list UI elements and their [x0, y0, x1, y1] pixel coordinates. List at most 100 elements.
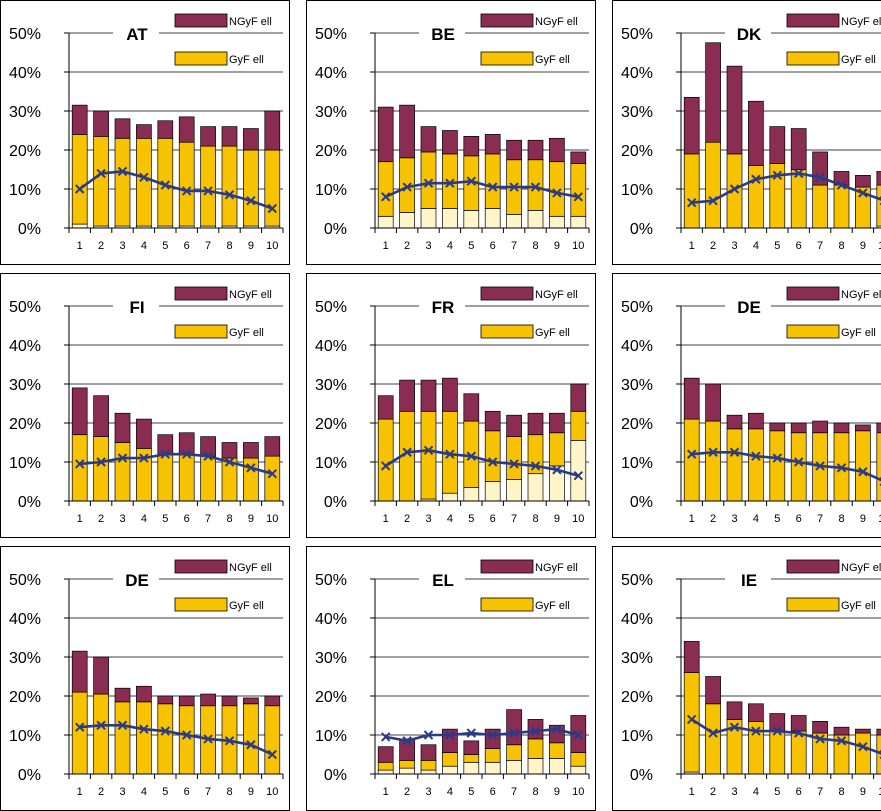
y-tick-label: 30% [315, 377, 347, 394]
bar-base [420, 769, 437, 775]
chart-title: FR [432, 298, 455, 317]
bar-ngyf [178, 695, 195, 707]
bar-ngyf [157, 120, 174, 139]
y-tick-label: 20% [315, 689, 347, 706]
bar-base [399, 212, 415, 229]
bar-ngyf [71, 387, 88, 436]
y-tick-label: 10% [9, 182, 41, 199]
x-tick-label: 9 [554, 786, 560, 798]
chart-svg: 0% 10% 20% 30% 40% 50% 1 2 3 4 5 6 7 8 9 10 BE NGyF ell Gy… [315, 13, 590, 252]
y-tick-label: 0% [18, 494, 41, 511]
line-marker [380, 732, 391, 742]
legend-swatch-ngyf [174, 13, 228, 28]
bar-ngyf [463, 393, 480, 422]
bar-gyf [705, 420, 721, 502]
line-marker [466, 176, 477, 186]
y-tick-label: 30% [315, 104, 347, 121]
y-tick-label: 50% [315, 299, 347, 316]
bar-base [484, 761, 501, 775]
bar-ngyf [570, 151, 587, 164]
bar-ngyf [506, 414, 522, 437]
legend-swatch-ngyf [174, 559, 228, 574]
legend-swatch-ngyf [480, 559, 534, 574]
bar-gyf [157, 703, 174, 775]
legend-label-ngyf: NGyF ell [841, 16, 881, 28]
x-tick-label: 6 [184, 786, 190, 798]
bar-ngyf [264, 436, 281, 457]
x-tick-label: 4 [753, 513, 759, 525]
bar-gyf [264, 149, 281, 227]
x-tick-label: 10 [878, 240, 881, 252]
y-tick-label: 50% [315, 26, 347, 43]
legend-swatch-gyf [480, 51, 534, 66]
line-marker [772, 170, 783, 181]
bar-ngyf [93, 656, 109, 695]
chart-title: BE [431, 25, 455, 44]
title-backdrop [113, 294, 159, 318]
y-tick-label: 40% [621, 338, 653, 355]
x-tick-label: 1 [689, 513, 695, 525]
x-tick-label: 9 [860, 240, 866, 252]
x-tick-label: 9 [248, 513, 254, 525]
bar-gyf [93, 693, 109, 775]
legend-label-gyf: GyF ell [229, 54, 264, 66]
y-tick-label: 50% [621, 299, 653, 316]
bar-gyf [790, 730, 807, 775]
chart-panel: 0% 10% 20% 30% 40% 50% 1 2 3 4 5 6 7 8 9 10 FR NGyF ell Gy… [306, 273, 596, 538]
chart-svg: 0% 10% 20% 30% 40% 50% 1 2 3 4 5 6 7 8 9 10 DE NGyF ell Gy… [9, 559, 284, 798]
x-tick-label: 9 [554, 240, 560, 252]
bar-ngyf [136, 685, 152, 703]
x-tick-label: 6 [184, 240, 190, 252]
line-marker [509, 728, 519, 738]
x-tick-label: 8 [838, 786, 844, 798]
x-tick-label: 8 [226, 513, 232, 525]
bar-gyf [484, 748, 501, 763]
bar-gyf [570, 163, 587, 217]
chart-panel: 0% 10% 20% 30% 40% 50% 1 2 3 4 5 6 7 8 9 10 DE NGyF ell Gy… [0, 546, 290, 811]
bar-gyf [527, 738, 544, 759]
bar-gyf [71, 134, 88, 225]
bar-base [506, 760, 522, 775]
x-tick-label: 6 [184, 513, 190, 525]
bar-ngyf [726, 65, 743, 155]
bar-gyf [243, 457, 259, 502]
x-tick-label: 3 [731, 786, 737, 798]
line-marker [552, 188, 562, 198]
legend-label-ngyf: NGyF ell [229, 289, 272, 301]
bar-gyf [876, 432, 881, 502]
line-marker [117, 453, 128, 463]
line-marker [509, 459, 519, 469]
y-tick-label: 20% [9, 143, 41, 160]
line-marker [686, 449, 697, 459]
bar-ngyf [221, 126, 238, 147]
bar-ngyf [549, 412, 565, 434]
bar-ngyf [506, 139, 522, 161]
bar-base [527, 758, 544, 775]
x-tick-label: 10 [572, 786, 584, 798]
line-marker [815, 461, 825, 471]
bar-gyf [506, 436, 522, 480]
line-marker [74, 722, 85, 732]
y-tick-label: 40% [9, 65, 41, 82]
bar-gyf [527, 159, 544, 211]
legend-swatch-ngyf [786, 13, 840, 28]
bar-base [570, 215, 587, 229]
chart-svg: 0% 10% 20% 30% 40% 50% 1 2 3 4 5 6 7 8 9 10 FI NGyF ell Gy… [9, 286, 284, 525]
legend-label-gyf: GyF ell [229, 327, 264, 339]
x-tick-label: 4 [447, 786, 453, 798]
y-tick-label: 50% [621, 572, 653, 589]
y-tick-label: 40% [9, 611, 41, 628]
line-marker [139, 172, 149, 183]
x-tick-label: 7 [205, 513, 211, 525]
chart-panel: 0% 10% 20% 30% 40% 50% 1 2 3 4 5 6 7 8 9 10 BE NGyF ell Gy… [306, 0, 596, 265]
chart-svg: 0% 10% 20% 30% 40% 50% 1 2 3 4 5 6 7 8 9 10 DK NGyF ell Gy… [621, 13, 881, 252]
line-marker [267, 749, 278, 760]
bar-ngyf [200, 126, 216, 147]
chart-panel: 0% 10% 20% 30% 40% 50% 1 2 3 4 5 6 7 8 9 10 EL NGyF ell Gy… [306, 546, 596, 811]
y-tick-label: 20% [621, 416, 653, 433]
x-tick-label: 5 [162, 786, 168, 798]
bar-base [463, 210, 480, 229]
bar-gyf [178, 141, 195, 227]
y-tick-label: 50% [9, 299, 41, 316]
y-tick-label: 0% [18, 221, 41, 238]
